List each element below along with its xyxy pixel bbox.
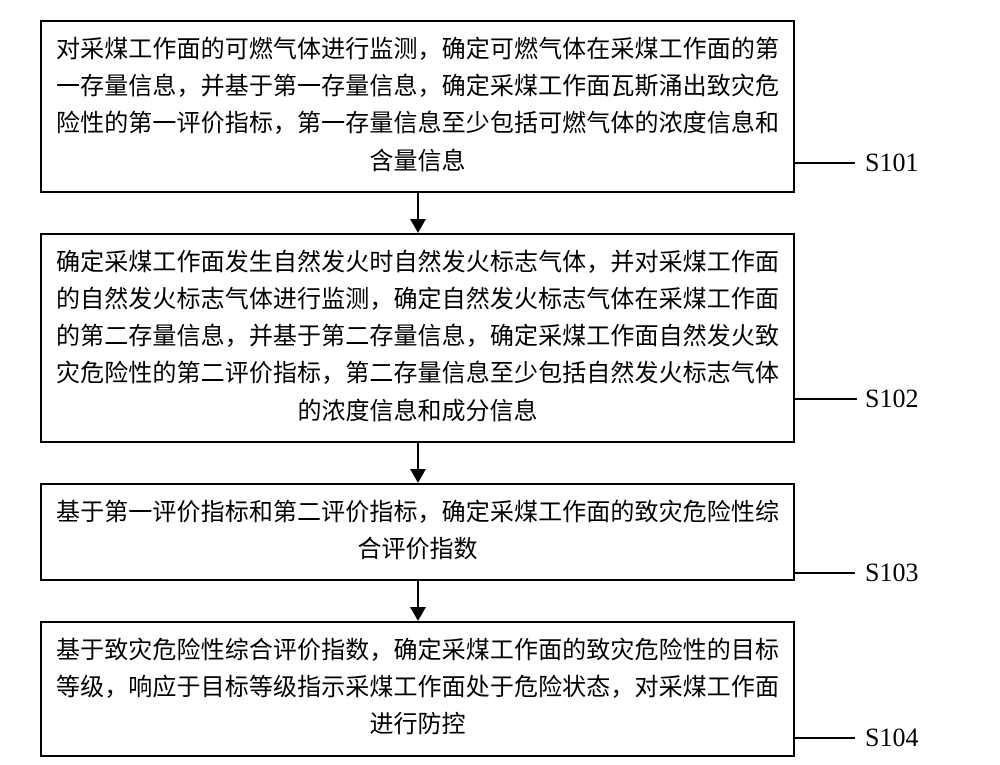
connector-line (795, 398, 857, 400)
flow-box-text: 确定采煤工作面发生自然发火时自然发火标志气体，并对采煤工作面的自然发火标志气体进… (56, 250, 779, 425)
step-label: S101 (865, 148, 918, 178)
flow-box-text: 基于致灾危险性综合评价指数，确定采煤工作面的致灾危险性的目标等级，响应于目标等级… (56, 638, 779, 738)
arrow-stem (417, 581, 419, 609)
flow-box: 确定采煤工作面发生自然发火时自然发火标志气体，并对采煤工作面的自然发火标志气体进… (40, 233, 795, 443)
step-label: S103 (865, 558, 918, 588)
connector-line (795, 162, 855, 164)
flowchart-container: 对采煤工作面的可燃气体进行监测，确定可燃气体在采煤工作面的第一存量信息，并基于第… (40, 20, 960, 757)
arrow-stem (417, 443, 419, 471)
flow-box: 对采煤工作面的可燃气体进行监测，确定可燃气体在采煤工作面的第一存量信息，并基于第… (40, 20, 795, 193)
arrow-head-icon (410, 469, 426, 483)
arrow-head-icon (410, 607, 426, 621)
flow-box-text: 基于第一评价指标和第二评价指标，确定采煤工作面的致灾危险性综合评价指数 (56, 500, 779, 563)
flow-box: 基于第一评价指标和第二评价指标，确定采煤工作面的致灾危险性综合评价指数 (40, 483, 795, 581)
flow-arrow (40, 581, 795, 621)
flow-arrow (40, 443, 795, 483)
connector-line (795, 572, 855, 574)
connector-line (795, 737, 855, 739)
step-label: S104 (865, 723, 918, 753)
flow-step: 对采煤工作面的可燃气体进行监测，确定可燃气体在采煤工作面的第一存量信息，并基于第… (40, 20, 960, 193)
flow-step: 基于致灾危险性综合评价指数，确定采煤工作面的致灾危险性的目标等级，响应于目标等级… (40, 621, 960, 757)
arrow-head-icon (410, 219, 426, 233)
flow-arrow (40, 193, 795, 233)
flow-box-text: 对采煤工作面的可燃气体进行监测，确定可燃气体在采煤工作面的第一存量信息，并基于第… (56, 37, 779, 175)
flow-box: 基于致灾危险性综合评价指数，确定采煤工作面的致灾危险性的目标等级，响应于目标等级… (40, 621, 795, 757)
step-label: S102 (865, 384, 918, 414)
flow-step: 基于第一评价指标和第二评价指标，确定采煤工作面的致灾危险性综合评价指数 S103 (40, 483, 960, 581)
flow-step: 确定采煤工作面发生自然发火时自然发火标志气体，并对采煤工作面的自然发火标志气体进… (40, 233, 960, 443)
arrow-stem (417, 193, 419, 221)
